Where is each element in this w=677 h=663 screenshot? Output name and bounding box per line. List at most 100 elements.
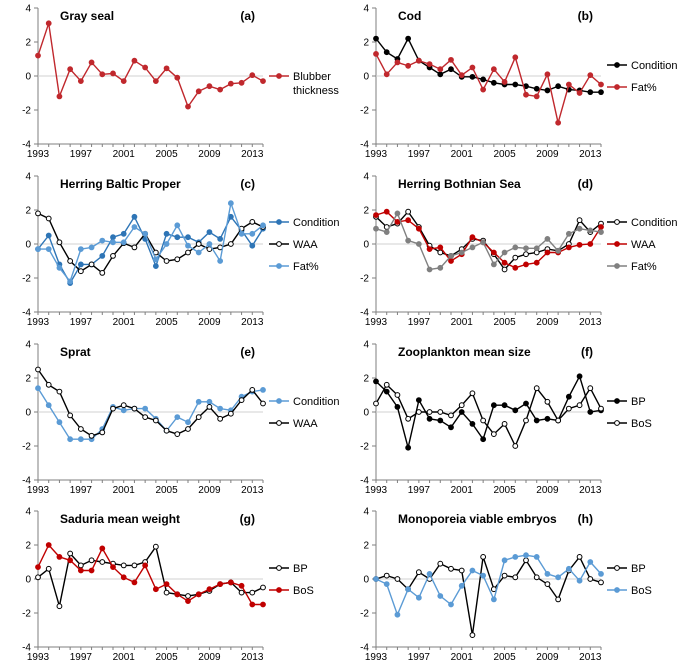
- data-point: [480, 239, 487, 246]
- x-tick-label: 1993: [27, 485, 50, 496]
- data-point: [512, 443, 519, 449]
- legend-label: BP: [631, 396, 646, 408]
- data-point: [110, 253, 116, 259]
- data-point: [576, 217, 583, 224]
- y-tick-label: 0: [363, 240, 369, 251]
- data-point: [469, 567, 476, 574]
- data-point: [217, 581, 224, 587]
- data-point: [56, 239, 63, 246]
- data-point: [469, 73, 476, 80]
- x-tick-label: 2013: [241, 317, 264, 328]
- data-point: [35, 574, 41, 581]
- data-point: [512, 244, 519, 251]
- y-tick-label: -4: [22, 476, 31, 487]
- data-point: [565, 230, 572, 237]
- data-point: [77, 78, 84, 84]
- data-point: [163, 589, 170, 596]
- data-point: [152, 256, 159, 263]
- data-point: [383, 381, 390, 388]
- x-tick-label: 2001: [451, 485, 474, 496]
- data-point: [238, 397, 245, 404]
- data-point: [67, 550, 74, 557]
- data-point: [587, 576, 594, 582]
- data-point: [437, 264, 444, 271]
- data-point: [45, 246, 52, 253]
- data-point: [598, 229, 604, 236]
- y-tick-label: 4: [363, 172, 369, 183]
- data-point: [394, 59, 401, 66]
- data-point: [394, 219, 401, 225]
- x-tick-label: 2005: [155, 485, 178, 496]
- data-point: [152, 417, 159, 424]
- data-point: [142, 414, 149, 421]
- data-point: [469, 632, 476, 638]
- data-point: [501, 557, 508, 564]
- data-point: [152, 78, 159, 84]
- data-point: [383, 229, 390, 236]
- data-point: [131, 244, 138, 251]
- x-tick-label: 2001: [451, 149, 474, 160]
- data-point: [45, 381, 52, 388]
- data-point: [437, 417, 444, 424]
- legend-label: Condition: [631, 60, 677, 72]
- legend-label: Condition: [293, 217, 339, 229]
- data-point: [523, 261, 529, 268]
- data-point: [598, 81, 604, 88]
- data-point: [394, 404, 401, 410]
- data-point: [45, 215, 52, 222]
- legend-label: WAA: [631, 239, 656, 251]
- data-point: [405, 208, 412, 215]
- data-point: [448, 258, 454, 264]
- legend-label: WAA: [293, 239, 318, 251]
- x-tick-label: 2009: [198, 149, 221, 160]
- data-point: [480, 436, 487, 443]
- data-point: [131, 213, 138, 220]
- data-point: [67, 412, 74, 419]
- data-point: [458, 409, 465, 415]
- data-point: [533, 417, 540, 424]
- data-point: [131, 224, 138, 230]
- data-point: [88, 432, 95, 439]
- data-point: [56, 554, 63, 560]
- chart-title: Cod: [398, 9, 421, 23]
- data-point: [131, 579, 138, 586]
- data-point: [533, 85, 540, 92]
- data-point: [206, 241, 213, 247]
- data-point: [415, 241, 422, 247]
- data-point: [185, 419, 191, 426]
- legend-label: WAA: [293, 418, 318, 430]
- data-point: [195, 591, 202, 598]
- x-tick-label: 2009: [536, 652, 559, 663]
- y-tick-label: -4: [22, 643, 31, 654]
- data-point: [587, 72, 594, 79]
- data-point: [195, 398, 202, 405]
- data-point: [249, 387, 256, 393]
- x-tick-label: 2005: [155, 652, 178, 663]
- data-point: [174, 74, 181, 81]
- data-point: [576, 241, 583, 248]
- data-point: [249, 230, 256, 237]
- data-point: [512, 54, 519, 61]
- data-point: [490, 66, 497, 73]
- data-point: [373, 35, 379, 42]
- y-tick-label: -4: [360, 308, 369, 319]
- legend-label: thickness: [293, 85, 339, 97]
- data-point: [373, 378, 379, 385]
- data-point: [373, 212, 379, 219]
- legend-swatch-marker: [614, 84, 620, 90]
- data-point: [206, 398, 213, 405]
- data-point: [469, 234, 476, 241]
- data-point: [77, 426, 84, 432]
- data-point: [195, 414, 202, 421]
- data-point: [373, 225, 379, 232]
- data-point: [67, 557, 74, 564]
- y-tick-label: -2: [360, 609, 369, 620]
- data-point: [394, 210, 401, 217]
- x-tick-label: 1993: [27, 652, 50, 663]
- legend-swatch-marker: [276, 263, 282, 269]
- series-line-condition: [37, 215, 264, 285]
- data-point: [523, 557, 529, 564]
